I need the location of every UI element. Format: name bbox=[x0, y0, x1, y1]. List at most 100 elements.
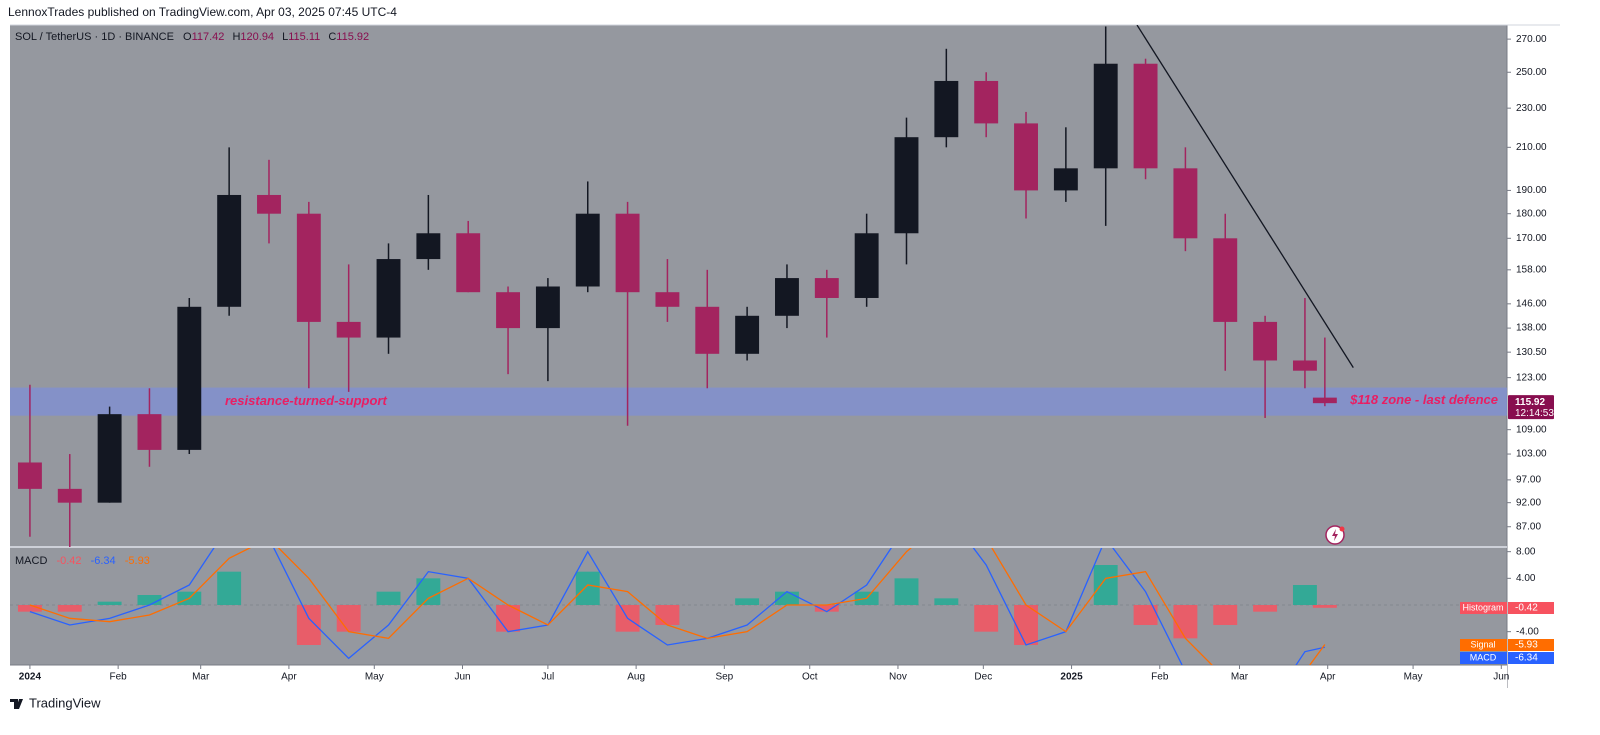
histogram-bar bbox=[894, 578, 919, 605]
candle-body bbox=[1253, 321, 1278, 361]
candle-body bbox=[894, 137, 919, 234]
series-tag-value: -5.93 bbox=[1515, 640, 1538, 651]
candle-body bbox=[775, 278, 799, 316]
macd-title: MACD bbox=[15, 555, 47, 567]
candle-body bbox=[575, 213, 600, 287]
x-tick-label: Jul bbox=[541, 672, 554, 683]
candle-body bbox=[296, 213, 321, 322]
x-tick-label: Dec bbox=[974, 672, 992, 683]
candle-body bbox=[17, 462, 42, 489]
histogram-bar bbox=[296, 605, 321, 645]
y-tick-label: 138.00 bbox=[1516, 323, 1547, 334]
x-tick-label: Nov bbox=[889, 672, 907, 683]
histogram-bar bbox=[655, 605, 680, 625]
histogram-bar bbox=[735, 598, 760, 605]
legend-key: H bbox=[232, 31, 240, 43]
y-tick-label: 8.00 bbox=[1516, 546, 1536, 557]
y-tick-label: 158.00 bbox=[1516, 264, 1547, 275]
candle-body bbox=[735, 315, 760, 354]
series-tag-value: -0.42 bbox=[1515, 603, 1538, 614]
candle-body bbox=[535, 286, 560, 329]
histogram-bar bbox=[575, 571, 600, 605]
y-tick-label: 230.00 bbox=[1516, 103, 1547, 114]
x-tick-label: Apr bbox=[281, 672, 297, 683]
series-tag-name: Signal bbox=[1470, 639, 1495, 649]
publisher-line: LennoxTrades published on TradingView.co… bbox=[8, 5, 397, 19]
y-tick-label: 146.00 bbox=[1516, 298, 1547, 309]
y-tick-label: 87.00 bbox=[1516, 521, 1541, 532]
series-tag-value-box bbox=[1508, 602, 1554, 614]
candle-body bbox=[974, 80, 999, 124]
zone-label: resistance-turned-support bbox=[225, 393, 387, 408]
candle-body bbox=[376, 259, 401, 338]
histogram-bar bbox=[1014, 605, 1038, 645]
macd-legend-value: -5.93 bbox=[125, 555, 150, 567]
histogram-bar bbox=[1133, 605, 1158, 625]
histogram-bar bbox=[336, 605, 361, 632]
candle-body bbox=[137, 414, 162, 450]
candle-body bbox=[615, 213, 640, 293]
macd-line bbox=[29, 548, 1326, 665]
y-tick-label: 190.00 bbox=[1516, 185, 1547, 196]
zone-label: $118 zone - last defence bbox=[1349, 392, 1498, 407]
histogram-bar bbox=[934, 598, 959, 605]
price-label: 115.92 bbox=[1515, 397, 1545, 408]
macd-legend-value: -0.42 bbox=[56, 555, 81, 567]
y-tick-label: 130.50 bbox=[1516, 347, 1547, 358]
macd-legend: MACD -0.42 -6.34 -5.93 bbox=[15, 555, 150, 567]
y-tick-label: 250.00 bbox=[1516, 67, 1547, 78]
symbol-legend: SOL / TetherUS · 1D · BINANCE O117.42 H1… bbox=[15, 31, 369, 43]
candle-body bbox=[1213, 238, 1238, 322]
x-tick-label: Jun bbox=[454, 672, 470, 683]
series-tag-value-box bbox=[1508, 639, 1554, 651]
histogram-bar bbox=[17, 605, 42, 612]
y-tick-label: 4.00 bbox=[1516, 573, 1536, 584]
brand-logo bbox=[10, 699, 23, 709]
x-tick-label: Mar bbox=[192, 672, 210, 683]
candle-body bbox=[1093, 63, 1118, 169]
candle-body bbox=[97, 414, 122, 503]
histogram-bar bbox=[814, 605, 839, 612]
x-tick-label: Aug bbox=[627, 672, 645, 683]
countdown: 12:14:53 bbox=[1515, 408, 1554, 419]
series-tag-value: -6.34 bbox=[1515, 653, 1538, 664]
overlay: resistance-turned-support $118 zone - las… bbox=[19, 34, 1555, 683]
x-tick-label: Oct bbox=[802, 672, 818, 683]
y-tick-label: 109.00 bbox=[1516, 424, 1547, 435]
y-tick-label: -4.00 bbox=[1516, 626, 1539, 637]
y-tick-label: 103.00 bbox=[1516, 449, 1547, 460]
legend-key: O bbox=[183, 31, 192, 43]
y-tick-label: 180.00 bbox=[1516, 208, 1547, 219]
histogram-bar bbox=[57, 605, 82, 612]
x-tick-label: 2025 bbox=[1060, 672, 1083, 683]
candle-body bbox=[416, 233, 441, 260]
series-tag-box bbox=[1460, 639, 1507, 651]
histogram-bar bbox=[1173, 605, 1198, 639]
legend-key: C bbox=[328, 31, 336, 43]
histogram-bar bbox=[1093, 565, 1118, 605]
y-tick-label: 92.00 bbox=[1516, 497, 1541, 508]
candle-body bbox=[655, 292, 680, 307]
candle-body bbox=[217, 194, 242, 307]
histogram-bar bbox=[1213, 605, 1238, 625]
x-tick-label: Sep bbox=[715, 672, 733, 683]
y-tick-label: 270.00 bbox=[1516, 34, 1547, 45]
legend-key: L bbox=[282, 31, 288, 43]
histogram-bar bbox=[1292, 585, 1317, 605]
x-tick-label: May bbox=[365, 672, 384, 683]
histogram-bar bbox=[1312, 605, 1337, 608]
candle-body bbox=[257, 194, 281, 214]
candle-body bbox=[1292, 360, 1317, 371]
brand: TradingView bbox=[29, 695, 101, 710]
candle-body bbox=[695, 306, 720, 354]
candle-body bbox=[336, 321, 361, 338]
macd-line bbox=[29, 548, 1326, 665]
x-tick-label: Feb bbox=[1151, 672, 1169, 683]
x-tick-label: Mar bbox=[1231, 672, 1249, 683]
y-tick-label: 97.00 bbox=[1516, 475, 1541, 486]
x-tick-label: Jun bbox=[1493, 672, 1509, 683]
candle-body bbox=[57, 488, 82, 503]
series-tag-value-box bbox=[1508, 652, 1554, 664]
candle-body bbox=[456, 233, 481, 293]
trendline bbox=[1136, 25, 1354, 368]
